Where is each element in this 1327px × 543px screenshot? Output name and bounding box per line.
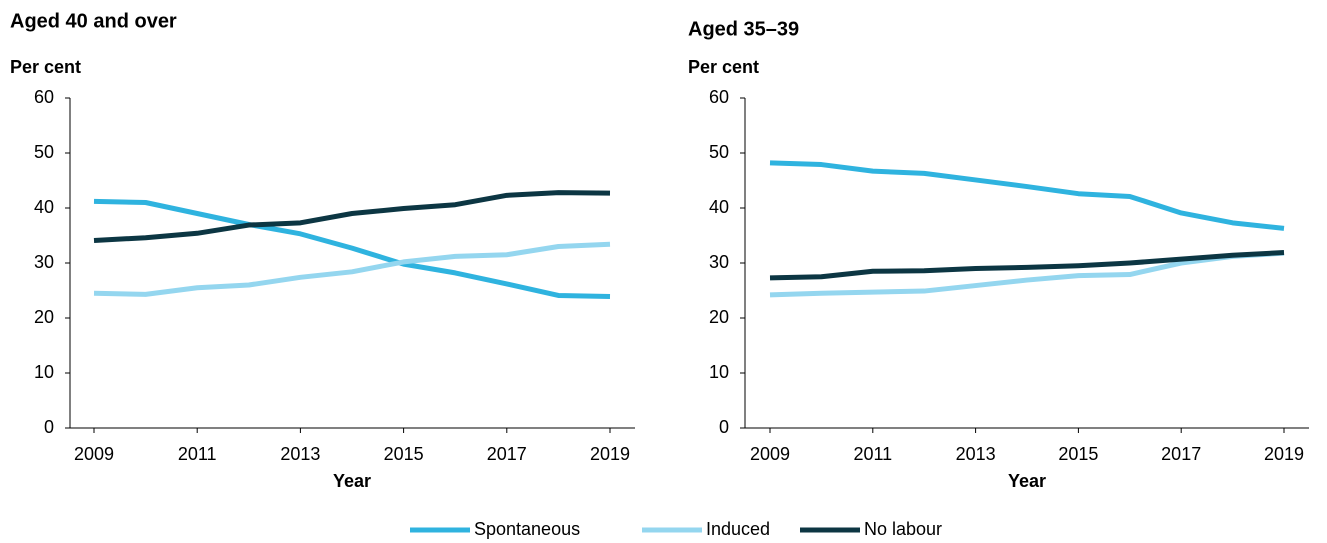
x-tick-label: 2019: [590, 444, 630, 464]
x-tick-label: 2011: [178, 444, 217, 464]
y-tick-label: 60: [34, 87, 54, 107]
legend-label: Spontaneous: [474, 519, 580, 539]
x-tick-label: 2019: [1264, 444, 1304, 464]
legend-label: No labour: [864, 519, 942, 539]
x-tick-label: 2015: [1058, 444, 1098, 464]
x-tick-label: 2009: [74, 444, 114, 464]
x-tick-label: 2017: [487, 444, 527, 464]
y-tick-label: 0: [719, 417, 729, 437]
y-tick-label: 50: [34, 142, 54, 162]
chart-title: Aged 35–39: [688, 18, 799, 40]
x-tick-label: 2011: [853, 444, 892, 464]
x-tick-label: 2009: [750, 444, 790, 464]
x-axis-label: Year: [333, 471, 371, 491]
series-line: [93, 241, 611, 297]
y-tick-label: 10: [709, 362, 729, 382]
x-axis-label: Year: [1008, 471, 1046, 491]
y-tick-label: 40: [709, 197, 729, 217]
y-tick-label: 10: [34, 362, 54, 382]
series-line: [769, 250, 1285, 298]
y-tick-label: 0: [44, 417, 54, 437]
y-tick-label: 20: [709, 307, 729, 327]
y-tick-label: 30: [709, 252, 729, 272]
y-axis-label: Per cent: [688, 57, 759, 77]
y-tick-label: 30: [34, 252, 54, 272]
x-tick-label: 2013: [280, 444, 320, 464]
y-tick-label: 20: [34, 307, 54, 327]
y-tick-label: 50: [709, 142, 729, 162]
chart-title: Aged 40 and over: [10, 10, 177, 32]
x-tick-label: 2015: [384, 444, 424, 464]
series-line: [769, 160, 1285, 231]
series-line: [769, 250, 1285, 281]
y-tick-label: 40: [34, 197, 54, 217]
y-tick-label: 60: [709, 87, 729, 107]
y-axis-label: Per cent: [10, 57, 81, 77]
legend-label: Induced: [706, 519, 770, 539]
x-tick-label: 2013: [956, 444, 996, 464]
series-line: [93, 198, 611, 300]
series-line: [93, 190, 611, 243]
x-tick-label: 2017: [1161, 444, 1201, 464]
